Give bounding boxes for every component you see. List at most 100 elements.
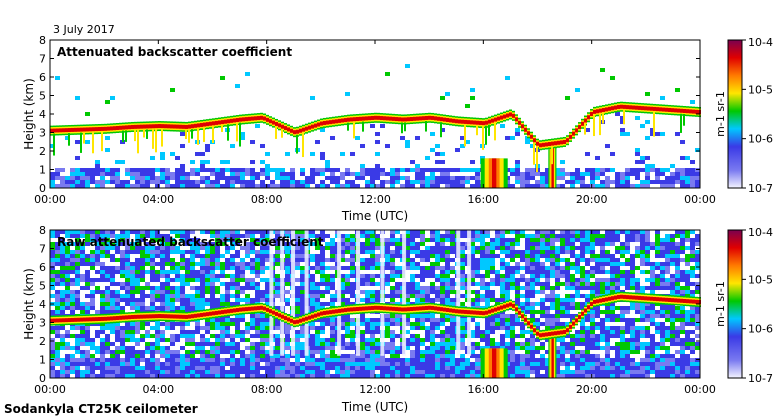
heatmap-cell bbox=[540, 282, 545, 286]
heatmap-cell bbox=[125, 172, 130, 176]
heatmap-cell bbox=[315, 242, 320, 246]
heatmap-cell bbox=[65, 230, 70, 234]
heatmap-cell bbox=[580, 334, 585, 338]
heatmap-cell bbox=[80, 354, 85, 358]
heatmap-cell bbox=[130, 242, 135, 246]
heatmap-cell bbox=[230, 238, 235, 242]
heatmap-cell bbox=[560, 306, 565, 310]
heatmap-cell bbox=[70, 290, 75, 294]
heatmap-cell bbox=[200, 298, 205, 302]
heatmap-cell bbox=[215, 120, 218, 125]
heatmap-cell bbox=[80, 334, 85, 338]
heatmap-cell bbox=[515, 294, 520, 298]
heatmap-cell bbox=[340, 322, 345, 326]
heatmap-cell bbox=[563, 139, 566, 144]
heatmap-cell bbox=[365, 258, 370, 262]
heatmap-cell bbox=[125, 230, 130, 234]
heatmap-cell bbox=[585, 338, 590, 342]
heatmap-cell bbox=[585, 346, 590, 350]
heatmap-cell bbox=[83, 132, 85, 144]
heatmap-cell bbox=[505, 294, 510, 298]
heatmap-cell bbox=[60, 298, 65, 302]
heatmap-cell bbox=[175, 176, 180, 180]
heatmap-cell bbox=[100, 262, 105, 266]
heatmap-cell bbox=[125, 366, 130, 370]
heatmap-cell bbox=[685, 180, 690, 184]
heatmap-cell bbox=[200, 358, 205, 362]
heatmap-cell bbox=[200, 342, 205, 346]
heatmap-cell bbox=[670, 176, 675, 180]
heatmap-cell bbox=[175, 262, 180, 266]
heatmap-cell bbox=[360, 322, 365, 326]
heatmap-cell bbox=[490, 254, 495, 258]
heatmap-cell bbox=[285, 346, 290, 350]
heatmap-cell bbox=[50, 354, 55, 358]
heatmap-cell bbox=[195, 326, 200, 330]
heatmap-cell bbox=[320, 250, 325, 254]
heatmap-cell bbox=[190, 172, 195, 176]
heatmap-cell bbox=[495, 322, 500, 326]
heatmap-cell bbox=[475, 262, 480, 266]
heatmap-cell bbox=[340, 258, 345, 262]
heatmap-cell bbox=[600, 338, 605, 342]
heatmap-cell bbox=[632, 105, 635, 110]
heatmap-cell bbox=[205, 274, 210, 278]
heatmap-cell bbox=[235, 370, 240, 374]
heatmap-cell bbox=[255, 354, 260, 358]
heatmap-cell bbox=[515, 302, 520, 306]
heatmap-cell bbox=[565, 250, 570, 254]
heatmap-cell bbox=[539, 143, 542, 148]
heatmap-cell bbox=[370, 342, 375, 346]
heatmap-cell bbox=[230, 362, 235, 366]
heatmap-cell bbox=[320, 180, 325, 184]
heatmap-cell bbox=[600, 172, 605, 176]
heatmap-cell bbox=[530, 294, 535, 298]
heatmap-cell bbox=[225, 180, 230, 184]
heatmap-cell bbox=[55, 342, 60, 346]
heatmap-cell bbox=[345, 172, 350, 176]
heatmap-cell bbox=[215, 366, 220, 370]
heatmap-cell bbox=[75, 282, 80, 286]
heatmap-cell bbox=[460, 270, 465, 274]
heatmap-cell bbox=[239, 117, 242, 122]
heatmap-cell bbox=[645, 184, 650, 188]
heatmap-cell bbox=[530, 358, 535, 362]
heatmap-cell bbox=[235, 374, 240, 378]
heatmap-cell bbox=[140, 230, 145, 234]
heatmap-cell bbox=[345, 326, 350, 330]
heatmap-cell bbox=[205, 262, 210, 266]
heatmap-cell bbox=[125, 350, 130, 354]
heatmap-cell bbox=[515, 238, 520, 242]
heatmap-cell bbox=[240, 234, 245, 238]
heatmap-cell bbox=[480, 338, 485, 342]
heatmap-cell bbox=[105, 298, 110, 302]
heatmap-cell bbox=[510, 184, 515, 188]
heatmap-cell bbox=[60, 250, 65, 254]
heatmap-cell bbox=[330, 342, 335, 346]
heatmap-cell bbox=[360, 370, 365, 374]
heatmap-cell bbox=[235, 290, 240, 294]
heatmap-cell bbox=[425, 266, 430, 270]
heatmap-cell bbox=[155, 274, 160, 278]
heatmap-cell bbox=[100, 306, 105, 310]
heatmap-cell bbox=[420, 230, 425, 234]
heatmap-cell bbox=[140, 262, 145, 266]
heatmap-cell bbox=[602, 113, 604, 124]
heatmap-cell bbox=[410, 314, 415, 318]
heatmap-cell bbox=[458, 119, 461, 124]
heatmap-cell bbox=[300, 306, 305, 310]
heatmap-cell bbox=[620, 318, 625, 322]
heatmap-cell bbox=[120, 230, 125, 234]
heatmap-cell bbox=[345, 362, 350, 366]
heatmap-cell bbox=[260, 338, 265, 342]
heatmap-cell bbox=[275, 242, 280, 246]
heatmap-cell bbox=[325, 234, 330, 238]
heatmap-cell bbox=[75, 140, 80, 144]
heatmap-cell bbox=[140, 124, 143, 129]
heatmap-cell bbox=[420, 242, 425, 246]
heatmap-cell bbox=[500, 242, 505, 246]
heatmap-cell bbox=[165, 326, 170, 330]
heatmap-cell bbox=[150, 294, 155, 298]
heatmap-cell bbox=[370, 246, 375, 250]
heatmap-cell bbox=[320, 290, 325, 294]
